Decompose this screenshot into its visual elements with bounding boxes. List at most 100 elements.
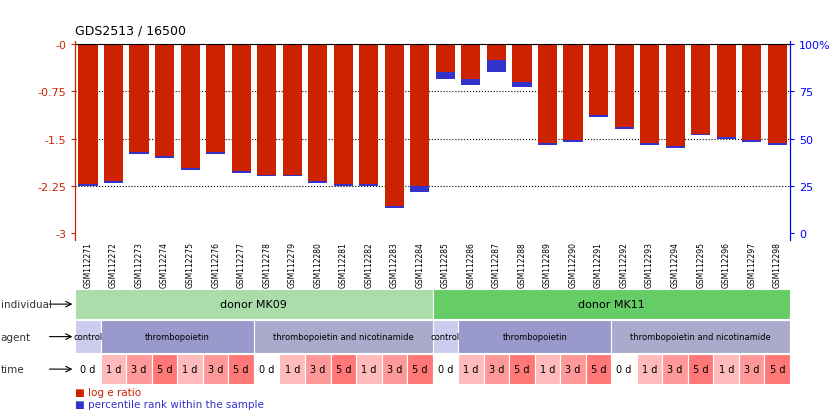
Bar — [713, 354, 739, 384]
Text: 0 d: 0 d — [80, 364, 95, 374]
Bar — [535, 354, 560, 384]
Text: 1 d: 1 d — [540, 364, 555, 374]
Bar — [130, 153, 149, 155]
Bar — [436, 45, 455, 79]
Bar — [75, 354, 101, 384]
Bar — [563, 45, 583, 142]
Bar — [742, 140, 762, 142]
Text: ■ log e ratio: ■ log e ratio — [75, 387, 141, 397]
Bar — [461, 45, 481, 86]
Bar — [203, 354, 228, 384]
Bar — [359, 45, 379, 186]
Bar — [665, 45, 685, 149]
Bar — [611, 320, 790, 353]
Bar — [410, 186, 430, 193]
Bar — [433, 320, 458, 353]
Bar — [589, 115, 608, 117]
Text: 5 d: 5 d — [514, 364, 530, 374]
Text: 1 d: 1 d — [182, 364, 198, 374]
Text: 3 d: 3 d — [208, 364, 223, 374]
Bar — [637, 354, 662, 384]
Text: time: time — [1, 364, 24, 374]
Text: 3 d: 3 d — [387, 364, 402, 374]
Text: 3 d: 3 d — [489, 364, 504, 374]
Text: 5 d: 5 d — [591, 364, 606, 374]
Text: 0 d: 0 d — [259, 364, 274, 374]
Bar — [334, 185, 353, 186]
Text: thrombopoietin: thrombopoietin — [145, 332, 210, 341]
Bar — [155, 45, 174, 158]
Bar — [206, 153, 225, 155]
Bar — [79, 45, 98, 186]
Bar — [385, 45, 404, 209]
Text: 0 d: 0 d — [616, 364, 632, 374]
Bar — [512, 83, 532, 88]
Bar — [305, 354, 330, 384]
Text: donor MK11: donor MK11 — [578, 299, 645, 309]
Bar — [410, 45, 430, 193]
Bar — [228, 354, 254, 384]
Bar — [126, 354, 152, 384]
Bar — [461, 79, 481, 86]
Bar — [691, 134, 711, 136]
Bar — [254, 354, 279, 384]
Text: 3 d: 3 d — [667, 364, 683, 374]
Bar — [614, 128, 634, 130]
Text: 1 d: 1 d — [284, 364, 300, 374]
Text: 0 d: 0 d — [438, 364, 453, 374]
Text: 5 d: 5 d — [769, 364, 785, 374]
Bar — [767, 144, 787, 145]
Bar — [611, 354, 637, 384]
Bar — [614, 45, 634, 130]
Bar — [487, 61, 506, 73]
Bar — [283, 45, 302, 177]
Bar — [155, 156, 174, 158]
Text: thrombopoietin and nicotinamide: thrombopoietin and nicotinamide — [273, 332, 414, 341]
Bar — [385, 206, 404, 209]
Text: 5 d: 5 d — [335, 364, 351, 374]
Text: control: control — [74, 332, 103, 341]
Bar — [767, 45, 787, 145]
Bar — [509, 354, 535, 384]
Bar — [563, 140, 583, 142]
Bar — [257, 175, 276, 177]
Bar — [487, 45, 506, 73]
Text: GDS2513 / 16500: GDS2513 / 16500 — [75, 25, 186, 38]
Bar — [254, 320, 433, 353]
Bar — [181, 45, 200, 171]
Text: 3 d: 3 d — [565, 364, 581, 374]
Bar — [130, 45, 149, 155]
Bar — [181, 169, 200, 171]
Bar — [458, 320, 611, 353]
Bar — [458, 354, 484, 384]
Bar — [308, 45, 328, 183]
Bar — [691, 45, 711, 136]
Text: 1 d: 1 d — [718, 364, 734, 374]
Bar — [538, 45, 557, 145]
Bar — [560, 354, 586, 384]
Bar — [665, 147, 685, 149]
Text: thrombopoietin: thrombopoietin — [502, 332, 567, 341]
Bar — [589, 45, 608, 117]
Bar — [104, 181, 123, 183]
Bar — [640, 45, 660, 145]
Bar — [283, 175, 302, 177]
Bar — [177, 354, 203, 384]
Bar — [75, 290, 433, 319]
Bar — [640, 144, 660, 145]
Bar — [433, 290, 790, 319]
Text: control: control — [431, 332, 460, 341]
Text: agent: agent — [1, 332, 31, 342]
Bar — [308, 181, 328, 183]
Bar — [716, 138, 736, 139]
Text: 1 d: 1 d — [106, 364, 121, 374]
Bar — [152, 354, 177, 384]
Text: 1 d: 1 d — [463, 364, 478, 374]
Bar — [538, 144, 557, 145]
Bar — [381, 354, 407, 384]
Text: 5 d: 5 d — [233, 364, 249, 374]
Bar — [586, 354, 611, 384]
Bar — [232, 172, 251, 174]
Bar — [101, 320, 254, 353]
Bar — [79, 185, 98, 186]
